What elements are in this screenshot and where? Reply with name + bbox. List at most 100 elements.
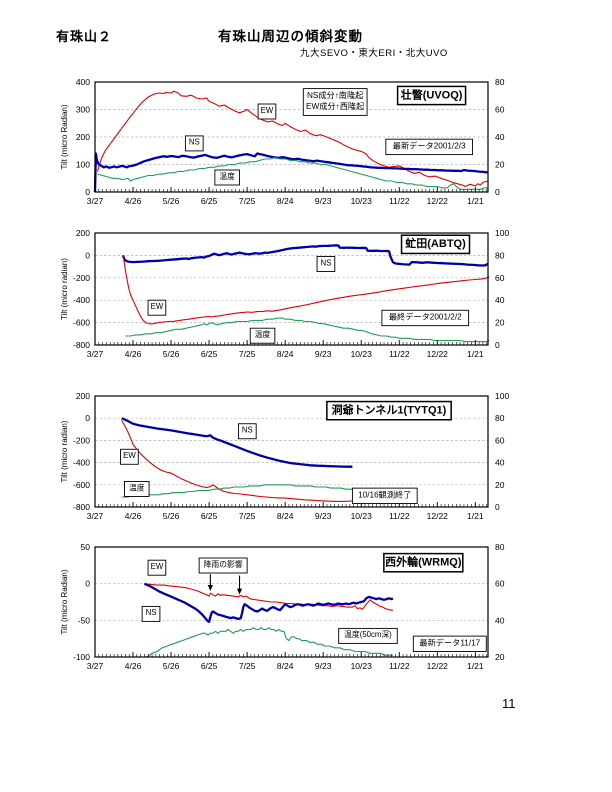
label-box-frame xyxy=(302,88,368,116)
label-box-frame xyxy=(338,627,398,644)
x-tick-label: 3/27 xyxy=(87,349,104,359)
y-left-tick-label: -600 xyxy=(73,480,90,490)
y-right-tick-label: 60 xyxy=(495,273,505,283)
label-box-text: NS xyxy=(242,426,253,435)
x-tick-label: 5/26 xyxy=(163,661,180,671)
y-right-tick-label: 60 xyxy=(495,579,505,589)
label-box-frame xyxy=(400,234,471,255)
chart-3-label-box: NS xyxy=(237,423,257,440)
label-box-frame xyxy=(316,256,336,272)
chart-2-group: 3/27 4/26 5/26 6/25 7/25 8/24 9/23 10/23 11/22 12… xyxy=(60,228,509,359)
x-tick-label: 9/23 xyxy=(315,511,332,521)
label-box-text: 壮瞥(UVOQ) xyxy=(401,87,463,101)
label-box-frame xyxy=(141,605,161,622)
x-tick-label: 4/26 xyxy=(125,196,142,206)
y-right-tick-label: 40 xyxy=(495,295,505,305)
chart-2-label-box: EW xyxy=(147,299,167,316)
label-box-frame xyxy=(257,103,277,120)
y-left-tick-label: -50 xyxy=(78,615,91,625)
label-box-frame xyxy=(214,169,240,186)
label-box-frame xyxy=(385,138,474,156)
y-left-tick-label: 200 xyxy=(76,132,90,142)
y-left-tick-label: 0 xyxy=(85,187,90,197)
chart-1-label-box: NS xyxy=(184,135,204,152)
x-tick-label: 12/22 xyxy=(427,349,449,359)
chart-4-label-box: NS xyxy=(141,605,161,622)
x-tick-label: 12/22 xyxy=(427,196,449,206)
x-tick-label: 7/25 xyxy=(239,196,256,206)
x-tick-label: 4/26 xyxy=(125,661,142,671)
chart-3-label-box: 温度 xyxy=(124,481,150,497)
y-left-tick-label: -600 xyxy=(73,318,90,328)
chart-4-series-ns xyxy=(143,582,394,623)
y-right-tick-label: 60 xyxy=(495,105,505,115)
label-box-text: EW xyxy=(123,451,136,460)
page-subtitle: 九大SEVO・東大ERI・北大UVO xyxy=(300,48,448,59)
chart-2-label-box: 最終データ2001/2/2 xyxy=(381,309,470,327)
chart-3-series-temp xyxy=(121,484,356,498)
x-tick-label: 3/27 xyxy=(87,511,104,521)
x-tick-label: 5/26 xyxy=(163,349,180,359)
chart-3-series-ns xyxy=(121,417,353,468)
x-tick-label: 10/23 xyxy=(351,196,373,206)
x-tick-label: 3/27 xyxy=(87,196,104,206)
x-tick-label: 4/26 xyxy=(125,511,142,521)
label-box-text: NS成分↑南隆起 xyxy=(307,90,363,100)
plot-border xyxy=(94,81,489,193)
label-box-text: EW xyxy=(151,562,164,571)
y-right-tick-label: 0 xyxy=(495,502,500,512)
y-right-tick-label: 40 xyxy=(495,132,505,142)
x-tick-label: 5/26 xyxy=(163,196,180,206)
x-tick-label: 9/23 xyxy=(315,349,332,359)
x-tick-label: 9/23 xyxy=(315,196,332,206)
y-left-tick-label: 400 xyxy=(76,77,90,87)
x-tick-label: 1/21 xyxy=(467,511,484,521)
y-right-tick-label: 100 xyxy=(495,391,509,401)
label-box-frame xyxy=(326,400,452,421)
label-box-text: 温度 xyxy=(129,482,145,492)
y-left-tick-label: -800 xyxy=(73,340,90,350)
y-right-tick-label: 40 xyxy=(495,458,505,468)
label-box-text: 降雨の影響 xyxy=(204,559,243,569)
chart-4-group: 3/27 4/26 5/26 6/25 7/25 8/24 9/23 10/23 11/22 12… xyxy=(60,542,505,671)
y-right-tick-label: 80 xyxy=(495,413,505,423)
x-tick-label: 6/25 xyxy=(201,196,218,206)
chart-3-label-box: 洞爺トンネル1(TYTQ1) xyxy=(326,400,452,421)
y-right-tick-label: 20 xyxy=(495,160,505,170)
y-left-tick-label: -400 xyxy=(73,295,90,305)
x-tick-label: 11/22 xyxy=(389,661,410,671)
x-tick-label: 8/24 xyxy=(277,511,294,521)
x-tick-label: 8/24 xyxy=(277,661,294,671)
chart-2-series-ew xyxy=(122,255,490,325)
label-box-frame xyxy=(381,309,470,327)
label-box-frame xyxy=(198,557,248,574)
y-left-tick-label: -200 xyxy=(73,435,90,445)
chart-1-group: 3/27 4/26 5/26 6/25 7/25 8/24 9/23 10/23 11/22 12… xyxy=(60,77,505,206)
page-number: 11 xyxy=(502,696,516,711)
x-tick-label: 12/22 xyxy=(427,511,449,521)
chart-1-series-temp xyxy=(97,157,488,190)
label-box-text: NS xyxy=(146,608,157,617)
y-left-tick-label: 100 xyxy=(76,160,90,170)
y-left-tick-label: -400 xyxy=(73,458,90,468)
label-box-text: 洞爺トンネル1(TYTQ1) xyxy=(332,403,447,417)
label-box-frame xyxy=(412,635,487,652)
plot-border xyxy=(94,395,489,508)
chart-4-label-box: 西外輪(WRMQ) xyxy=(383,552,464,573)
x-tick-label: 6/25 xyxy=(201,511,218,521)
label-box-frame xyxy=(351,487,418,504)
y-right-tick-label: 20 xyxy=(495,652,505,662)
y-right-tick-label: 0 xyxy=(495,187,500,197)
chart-4-label-box: 最新データ11/17 xyxy=(412,635,487,652)
x-tick-label: 11/22 xyxy=(389,349,410,359)
y-right-tick-label: 80 xyxy=(495,250,505,260)
x-tick-label: 7/25 xyxy=(239,349,256,359)
x-tick-label: 10/23 xyxy=(351,511,373,521)
chart-4-series-temp xyxy=(146,627,393,658)
label-box-frame xyxy=(124,481,150,497)
chart-3-series-ew xyxy=(121,420,353,502)
label-box-text: NS xyxy=(320,258,331,267)
label-box-text: 最新データ2001/2/3 xyxy=(393,140,466,150)
label-box-text: 最新データ11/17 xyxy=(419,637,480,647)
chart-2-label-box: 虻田(ABTQ) xyxy=(400,234,471,255)
